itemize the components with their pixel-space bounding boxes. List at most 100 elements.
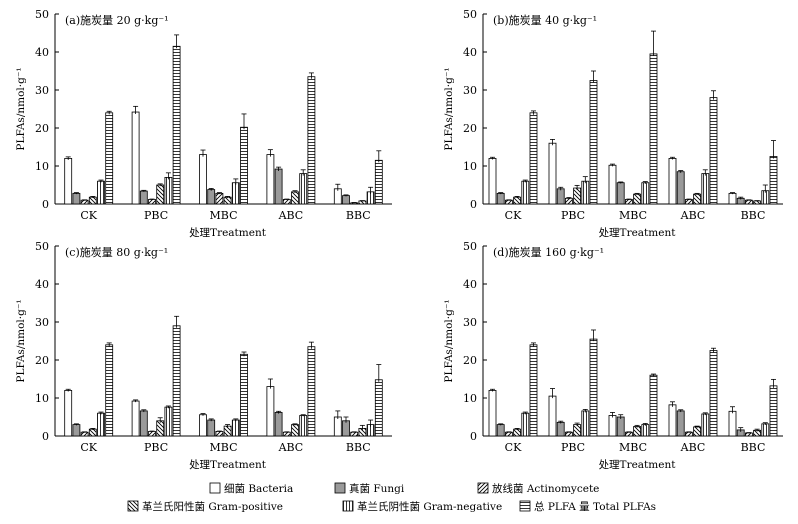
bar-fungi-pbc <box>139 190 148 205</box>
bar-bacteria-ck <box>488 389 497 437</box>
bar-gram-negative-mbc <box>641 424 650 437</box>
x-axis-label: 处理Treatment <box>599 227 677 239</box>
bar-actinomycete-ck <box>80 199 89 205</box>
bar-fungi-abc <box>676 410 685 437</box>
bar-gram-positive-ck <box>88 428 97 437</box>
x-tick-label: BBC <box>741 441 766 454</box>
bar-total-plfas-bbc <box>769 156 778 205</box>
x-tick-label: CK <box>505 209 522 222</box>
bar-total-plfas-mbc <box>649 374 658 437</box>
bar-bacteria-pbc <box>548 142 557 205</box>
bar-gram-positive-pbc <box>156 420 165 437</box>
legend-label-gram-positive: 革兰氏阳性菌 Gram-positive <box>142 500 283 513</box>
legend-swatch-fungi <box>334 482 346 494</box>
bar-bacteria-pbc <box>131 111 140 205</box>
y-tick-label: 50 <box>35 8 49 21</box>
bar-total-plfas-pbc <box>589 338 598 437</box>
x-axis-label: 处理Treatment <box>189 227 267 239</box>
y-tick-label: 20 <box>35 122 49 135</box>
y-tick-label: 50 <box>35 240 49 253</box>
x-tick-label: CK <box>80 441 97 454</box>
bar-bacteria-bbc <box>728 410 737 437</box>
bar-gram-positive-ck <box>88 196 97 205</box>
bar-actinomycete-pbc <box>565 197 573 205</box>
bar-actinomycete-ck <box>80 431 89 437</box>
y-tick-label: 10 <box>463 392 477 405</box>
x-tick-label: BBC <box>741 209 766 222</box>
bar-actinomycete-mbc <box>215 192 224 205</box>
bar-bacteria-mbc <box>199 154 207 205</box>
bar-fungi-ck <box>496 192 505 205</box>
bar-actinomycete-abc <box>685 431 693 437</box>
bar-actinomycete-mbc <box>625 199 633 205</box>
bar-total-plfas-mbc <box>649 53 658 205</box>
x-tick-label: ABC <box>278 209 304 222</box>
panel-c: 0 10 20 30 40 50 PLFAs/nmol·g⁻¹ (c)施炭量 80 g·kg⁻… <box>15 240 392 471</box>
x-tick-label: MBC <box>619 441 647 454</box>
panel-title: (c)施炭量 80 g·kg⁻¹ <box>65 246 168 259</box>
y-tick-label: 40 <box>463 278 477 291</box>
bar-fungi-abc <box>274 168 283 205</box>
panel-b: 0 10 20 30 40 50 PLFAs/nmol·g⁻¹ (b)施炭量 40 g·kg⁻… <box>443 8 783 239</box>
bar-bacteria-mbc <box>608 164 617 205</box>
bar-fungi-ck <box>72 192 81 205</box>
y-tick-label: 40 <box>35 46 49 59</box>
x-axis-label: 处理Treatment <box>599 459 677 471</box>
panel-title: (b)施炭量 40 g·kg⁻¹ <box>493 14 597 27</box>
bar-actinomycete-ck <box>504 431 513 437</box>
y-tick-label: 30 <box>35 84 49 97</box>
bar-total-plfas-mbc <box>240 126 248 205</box>
bar-fungi-ck <box>496 424 505 437</box>
bar-bacteria-abc <box>668 157 677 205</box>
bar-bacteria-pbc <box>131 400 140 437</box>
y-axis-label: PLFAs/nmol·g⁻¹ <box>15 67 27 150</box>
bar-total-plfas-bbc <box>374 159 383 205</box>
bar-fungi-ck <box>72 424 81 437</box>
bar-actinomycete-ck <box>504 199 513 205</box>
x-tick-label: BBC <box>346 441 371 454</box>
bar-gram-positive-abc <box>291 424 299 437</box>
bar-gram-negative-pbc <box>164 176 173 205</box>
x-tick-label: PBC <box>144 441 168 454</box>
bar-gram-negative-abc <box>299 415 308 437</box>
bar-actinomycete-bbc <box>745 199 753 205</box>
bar-fungi-pbc <box>556 188 565 205</box>
legend-swatch-total-plfas <box>519 500 531 512</box>
panel-d: 0 10 20 30 40 50 PLFAs/nmol·g⁻¹ (d)施炭量 160 g·kg… <box>443 240 783 471</box>
legend-label-total-plfas: 总 PLFA 量 Total PLFAs <box>534 500 656 513</box>
bar-gram-positive-abc <box>291 191 299 205</box>
bar-gram-negative-mbc <box>641 182 650 205</box>
bar-actinomycete-bbc <box>350 431 359 437</box>
legend-swatch-gram-positive <box>127 500 139 512</box>
legend-label-gram-negative: 革兰氏阴性菌 Gram-negative <box>357 500 502 513</box>
bar-gram-negative-ck <box>97 412 105 437</box>
bar-bacteria-abc <box>266 154 275 205</box>
legend-label-fungi: 真菌 Fungi <box>349 482 405 495</box>
y-axis-label: PLFAs/nmol·g⁻¹ <box>443 299 455 382</box>
panel-title: (d)施炭量 160 g·kg⁻¹ <box>493 246 604 259</box>
bar-gram-positive-pbc <box>573 187 581 205</box>
bar-total-plfas-pbc <box>172 325 181 437</box>
bar-gram-negative-abc <box>701 173 710 205</box>
bar-bacteria-abc <box>266 386 275 437</box>
legend-label-actinomycete: 放线菌 Actinomycete <box>492 482 599 495</box>
bar-total-plfas-mbc <box>240 353 248 437</box>
bar-total-plfas-ck <box>105 344 114 437</box>
y-axis-label: PLFAs/nmol·g⁻¹ <box>443 67 455 150</box>
bar-total-plfas-pbc <box>172 45 181 205</box>
bar-gram-negative-ck <box>97 180 105 205</box>
x-tick-label: CK <box>80 209 97 222</box>
bar-gram-negative-pbc <box>581 180 590 205</box>
legend: 细菌 Bacteria 真菌 Fungi 放线菌 Actinomycete 革兰氏阳性… <box>127 482 656 513</box>
bar-bacteria-pbc <box>548 395 557 437</box>
bar-fungi-mbc <box>207 419 216 437</box>
bar-gram-negative-bbc <box>761 423 770 437</box>
bar-fungi-abc <box>274 412 283 437</box>
x-tick-label: MBC <box>210 441 238 454</box>
bar-gram-positive-pbc <box>156 184 165 205</box>
bar-actinomycete-mbc <box>215 431 224 437</box>
bar-total-plfas-abc <box>307 346 316 437</box>
bar-gram-positive-ck <box>513 196 521 205</box>
y-tick-label: 0 <box>470 430 477 443</box>
